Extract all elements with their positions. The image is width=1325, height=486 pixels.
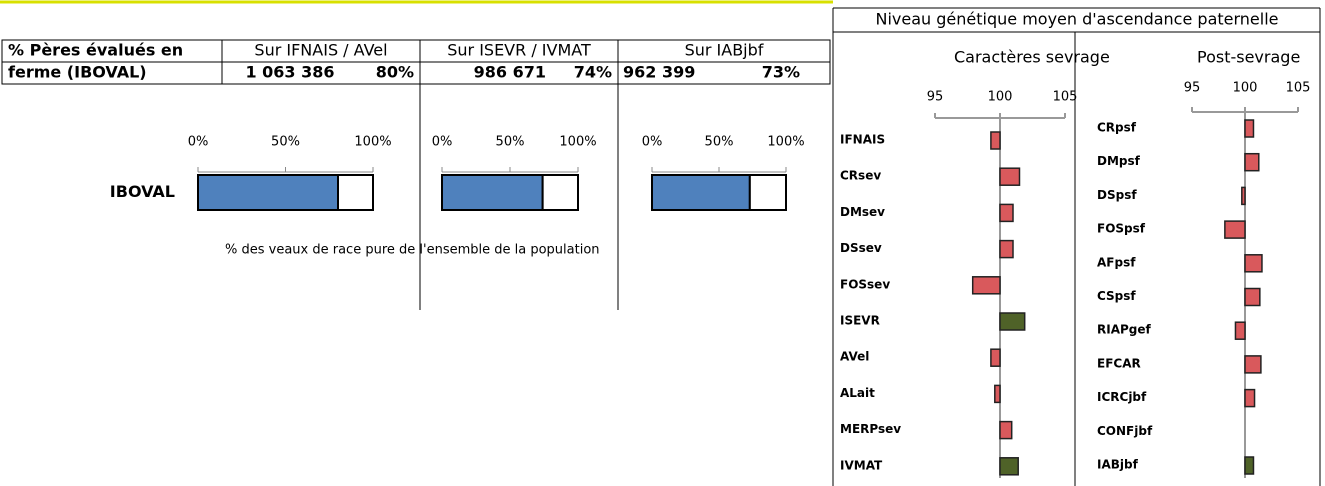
category-label: CRsev	[840, 169, 881, 183]
x-tick-label: 50%	[496, 135, 525, 150]
bar	[1244, 287, 1261, 307]
category-label: DSpsf	[1097, 188, 1137, 202]
table-cell: 1 063 386	[245, 63, 334, 82]
category-label: DSsev	[840, 241, 882, 255]
category-label: FOSsev	[840, 277, 890, 291]
category-label: IABjbf	[1097, 458, 1139, 472]
bar	[999, 457, 1019, 476]
chart-title: Caractères sevrage	[954, 48, 1110, 67]
bar	[999, 420, 1013, 440]
bar	[1244, 355, 1262, 374]
x-tick-label: 100%	[559, 135, 596, 150]
table-header: Sur ISEVR / IVMAT	[447, 41, 591, 60]
category-label: IVMAT	[840, 458, 883, 472]
table-cell: 74%	[574, 63, 612, 82]
bar	[1244, 456, 1255, 475]
bar	[1244, 388, 1256, 408]
category-label: CSpsf	[1097, 289, 1136, 303]
x-tick-label: 95	[927, 90, 944, 105]
category-label: AFpsf	[1097, 255, 1136, 269]
category-label: DMsev	[840, 205, 885, 219]
table-cell: ferme (IBOVAL)	[8, 63, 147, 82]
bar-segment	[748, 174, 788, 211]
bar	[999, 167, 1021, 186]
x-tick-label: 105	[1053, 90, 1078, 105]
category-label: DMpsf	[1097, 154, 1141, 168]
bar-segment	[441, 174, 544, 211]
x-tick-label: 105	[1286, 81, 1311, 96]
category-label: FOSpsf	[1097, 222, 1146, 236]
x-tick-label: 0%	[188, 135, 209, 150]
bar	[971, 276, 1001, 295]
category-label: AVel	[840, 350, 869, 364]
table-cell: 80%	[376, 63, 414, 82]
x-tick-label: 0%	[432, 135, 453, 150]
table-header: % Pères évalués en	[8, 41, 183, 60]
category-label: MERPsev	[840, 422, 901, 436]
bar-segment	[337, 174, 374, 211]
table-header: Sur IABjbf	[685, 41, 764, 60]
bar-segment	[197, 174, 339, 211]
x-tick-label: 100	[988, 90, 1013, 105]
x-tick-label: 50%	[271, 135, 300, 150]
x-tick-label: 0%	[642, 135, 663, 150]
bar	[999, 203, 1014, 223]
category-label: ALait	[840, 386, 875, 400]
bar	[999, 312, 1026, 331]
x-tick-label: 100%	[767, 135, 804, 150]
category-label: RIAPgef	[1097, 323, 1152, 337]
chart-title: Post-sevrage	[1197, 48, 1300, 67]
x-tick-label: 100	[1233, 81, 1258, 96]
category-label: CRpsf	[1097, 121, 1137, 135]
bar	[999, 239, 1014, 259]
bar	[1224, 220, 1246, 239]
x-tick-label: 100%	[354, 135, 391, 150]
x-tick-label: 95	[1184, 81, 1201, 96]
category-label: CONFjbf	[1097, 424, 1153, 438]
bar	[1244, 152, 1260, 172]
category-label: IFNAIS	[840, 133, 885, 147]
bar	[1244, 254, 1263, 273]
bar	[994, 384, 1001, 404]
bar	[1241, 186, 1246, 206]
bar	[990, 131, 1001, 150]
bar-segment	[651, 174, 751, 211]
table-cell: 986 671	[474, 63, 546, 82]
category-label: IBOVAL	[110, 182, 175, 201]
bar-segment	[541, 174, 580, 211]
category-label: ISEVR	[840, 314, 880, 328]
bar	[1234, 321, 1246, 340]
bar	[990, 348, 1001, 367]
table-cell: 73%	[762, 63, 800, 82]
x-tick-label: 50%	[705, 135, 734, 150]
category-label: ICRCjbf	[1097, 390, 1147, 404]
table-header: Sur IFNAIS / AVel	[254, 41, 387, 60]
caption: % des veaux de race pure de l'ensemble d…	[225, 243, 600, 258]
table-cell: 962 399	[623, 63, 695, 82]
panel-title: Niveau génétique moyen d'ascendance pate…	[876, 10, 1279, 29]
bar	[1244, 119, 1255, 138]
category-label: EFCAR	[1097, 356, 1141, 370]
